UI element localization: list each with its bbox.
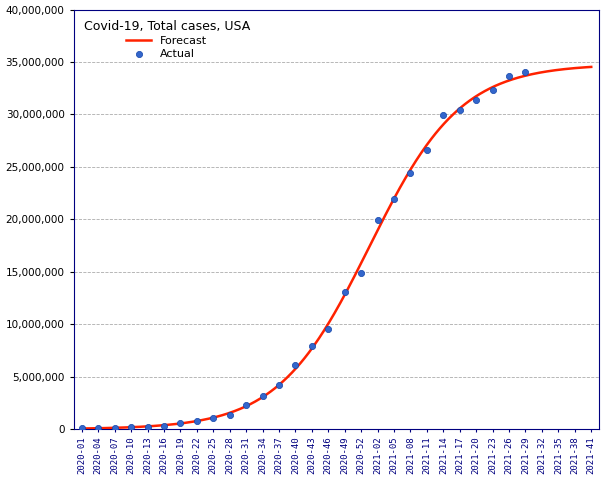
Actual bbox=[93, 424, 103, 432]
Forecast bbox=[378, 219, 385, 225]
Forecast bbox=[309, 345, 316, 351]
Actual bbox=[290, 361, 300, 369]
Actual bbox=[192, 418, 201, 425]
Actual bbox=[110, 424, 120, 432]
Forecast bbox=[462, 101, 469, 107]
Actual bbox=[356, 269, 366, 276]
Actual bbox=[209, 414, 218, 421]
Actual bbox=[307, 342, 316, 350]
Actual bbox=[340, 288, 350, 296]
Actual bbox=[405, 168, 415, 176]
Actual bbox=[389, 195, 399, 203]
Forecast bbox=[209, 415, 217, 420]
Line: Forecast: Forecast bbox=[82, 67, 591, 429]
Forecast bbox=[168, 421, 175, 427]
Actual bbox=[258, 392, 267, 399]
Actual bbox=[488, 86, 497, 94]
Actual bbox=[225, 411, 235, 419]
Actual bbox=[455, 106, 465, 113]
Actual bbox=[274, 381, 284, 388]
Legend: Forecast, Actual: Forecast, Actual bbox=[79, 15, 254, 64]
Actual bbox=[77, 425, 87, 432]
Actual bbox=[521, 69, 531, 76]
Actual bbox=[373, 216, 382, 224]
Actual bbox=[126, 423, 136, 431]
Forecast bbox=[587, 64, 595, 70]
Forecast bbox=[78, 426, 85, 432]
Actual bbox=[422, 146, 432, 154]
Actual bbox=[175, 420, 185, 427]
Actual bbox=[471, 96, 481, 104]
Actual bbox=[439, 111, 448, 119]
Actual bbox=[159, 422, 169, 430]
Actual bbox=[324, 325, 333, 333]
Forecast bbox=[418, 149, 425, 155]
Actual bbox=[504, 72, 514, 80]
Actual bbox=[143, 423, 152, 431]
Actual bbox=[241, 401, 251, 409]
